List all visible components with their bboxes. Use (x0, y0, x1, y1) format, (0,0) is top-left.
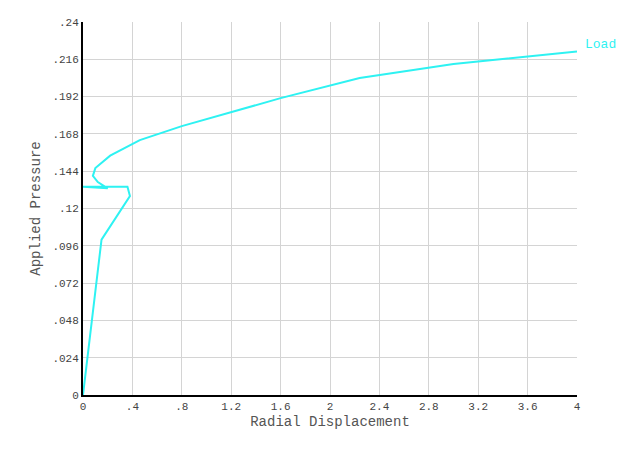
svg-text:.024: .024 (52, 353, 79, 365)
svg-text:.168: .168 (52, 129, 78, 141)
svg-text:3.2: 3.2 (468, 401, 488, 413)
svg-text:.8: .8 (175, 401, 188, 413)
svg-text:1.6: 1.6 (271, 401, 291, 413)
svg-text:.24: .24 (59, 17, 79, 29)
svg-text:.096: .096 (52, 241, 78, 253)
svg-text:3.6: 3.6 (518, 401, 538, 413)
svg-text:Radial Displacement: Radial Displacement (250, 414, 410, 430)
svg-text:2.4: 2.4 (369, 401, 389, 413)
svg-text:Load: Load (585, 37, 616, 52)
svg-text:.4: .4 (126, 401, 140, 413)
svg-text:.216: .216 (52, 54, 78, 66)
svg-text:.192: .192 (52, 91, 78, 103)
svg-text:.072: .072 (52, 278, 78, 290)
svg-text:.12: .12 (59, 203, 79, 215)
svg-text:Applied Pressure: Applied Pressure (28, 141, 44, 275)
svg-text:0: 0 (80, 401, 87, 413)
svg-text:.144: .144 (52, 166, 79, 178)
svg-text:.048: .048 (52, 315, 78, 327)
svg-text:1.2: 1.2 (221, 401, 241, 413)
svg-text:2: 2 (327, 401, 334, 413)
svg-text:2.8: 2.8 (419, 401, 439, 413)
svg-text:4: 4 (574, 401, 581, 413)
svg-text:0: 0 (72, 390, 79, 402)
